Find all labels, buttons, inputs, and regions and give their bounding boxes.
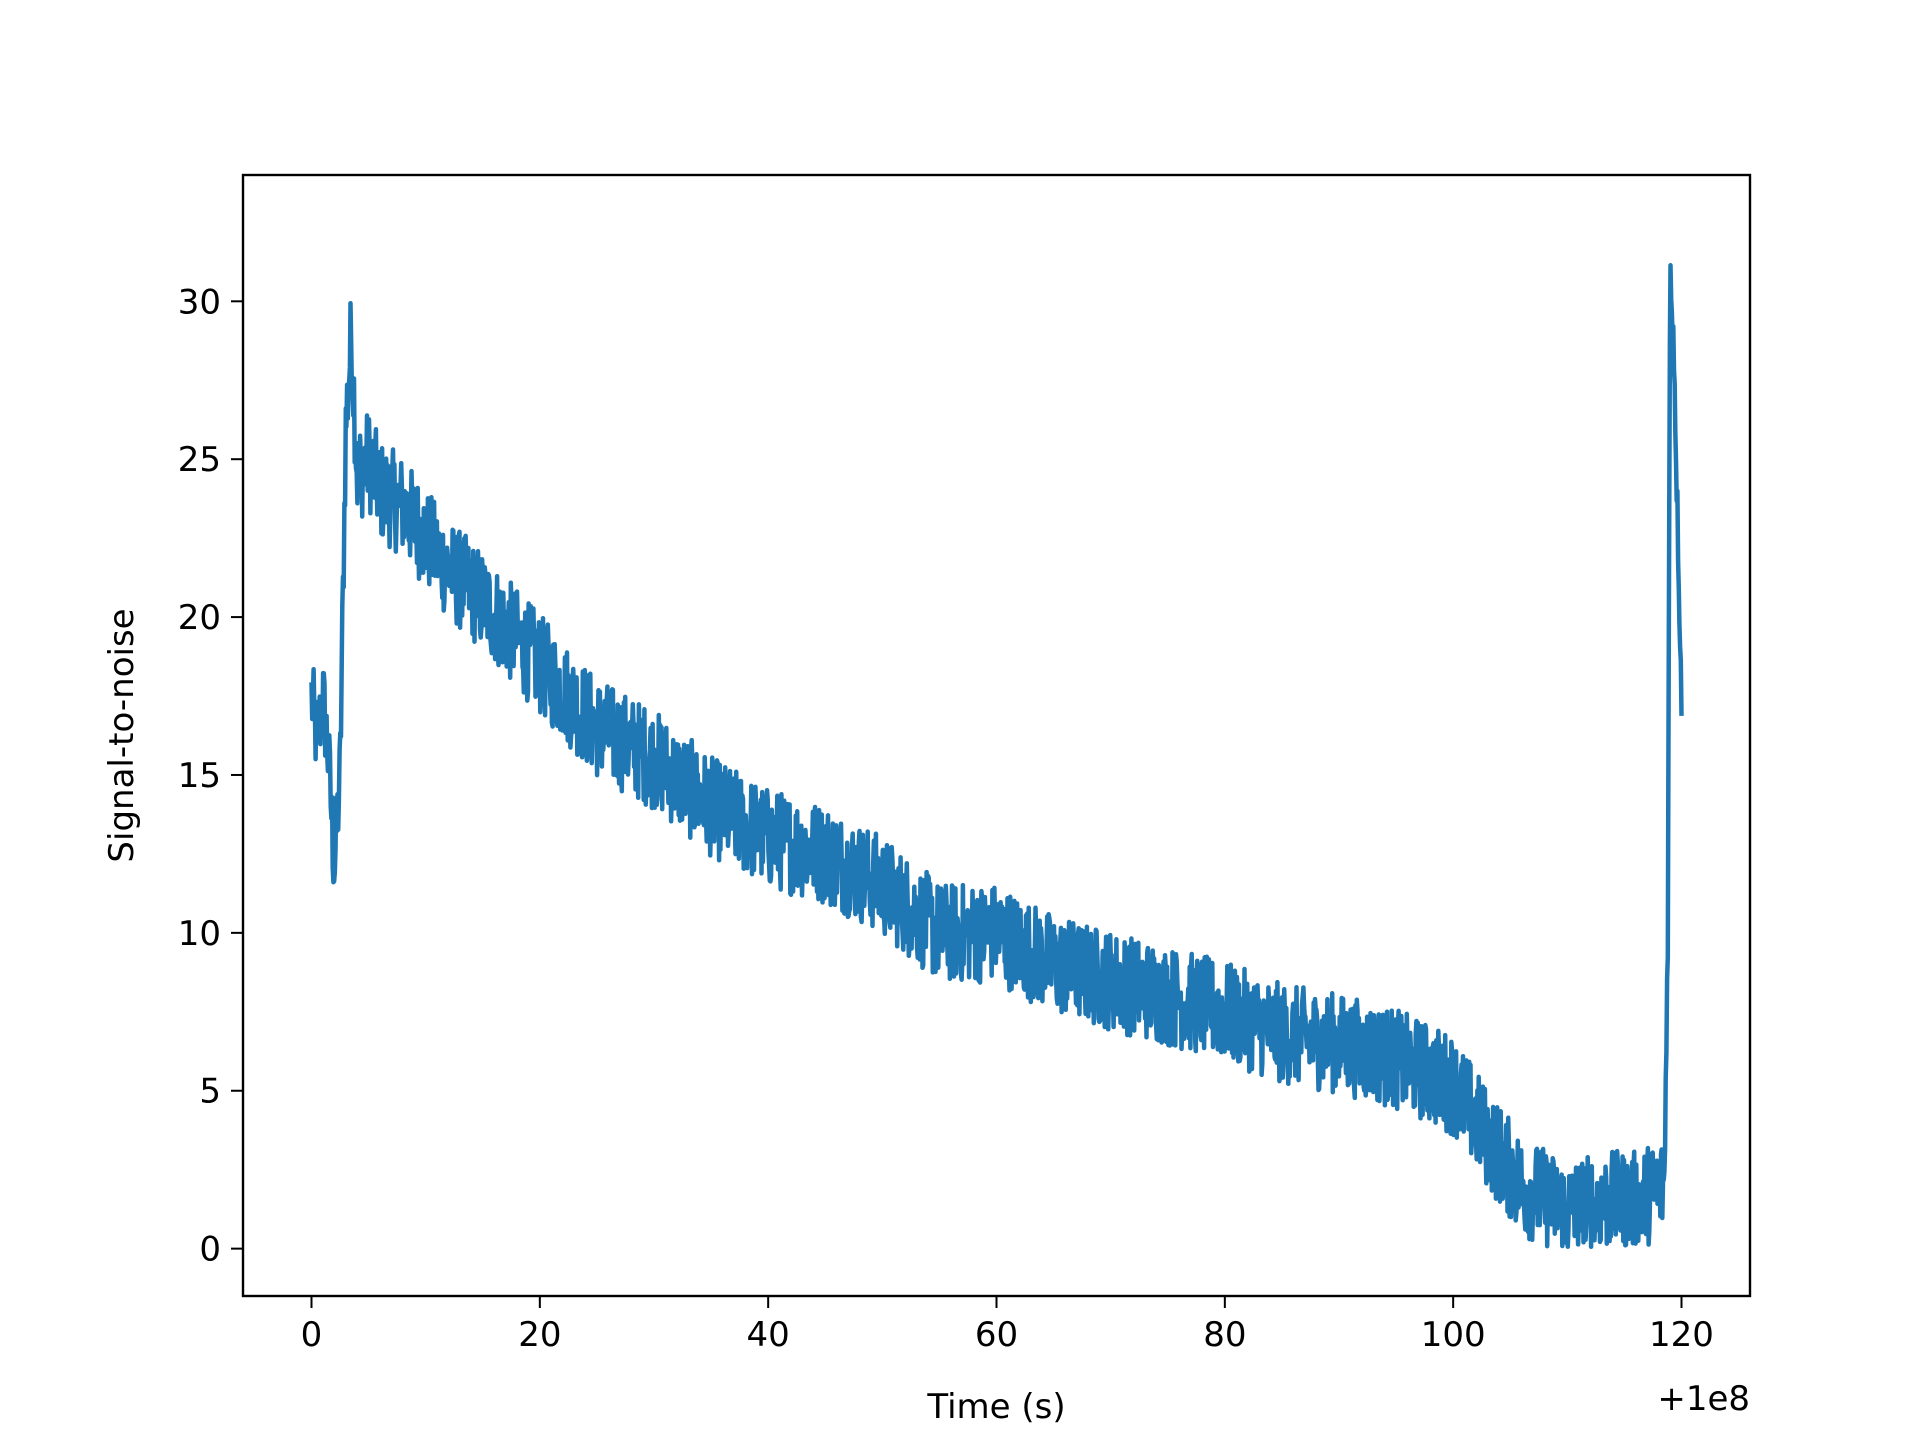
y-tick-label: 15 [178,756,221,796]
series-line-0 [309,263,1684,1250]
x-axis-offset-label: +1e8 [1657,1379,1750,1419]
x-tick-label: 0 [301,1315,323,1355]
y-tick-label: 20 [178,598,221,638]
y-tick-label: 5 [199,1072,221,1112]
y-tick-label: 30 [178,282,221,322]
x-tick-label: 80 [1203,1315,1246,1355]
x-tick-label: 40 [747,1315,790,1355]
y-tick-label: 0 [199,1230,221,1270]
x-axis: 0 20 40 60 80 100 120 [301,1296,1714,1355]
x-tick-label: 100 [1421,1315,1486,1355]
x-axis-label: Time (s) [926,1387,1065,1427]
y-axis-label: Signal-to-noise [102,608,142,862]
series-layer [309,263,1684,1250]
y-axis: 0 5 10 15 20 25 30 [178,282,243,1270]
y-tick-label: 10 [178,914,221,954]
x-tick-label: 120 [1649,1315,1714,1355]
x-tick-label: 60 [975,1315,1018,1355]
y-tick-label: 25 [178,440,221,480]
x-tick-label: 20 [518,1315,561,1355]
